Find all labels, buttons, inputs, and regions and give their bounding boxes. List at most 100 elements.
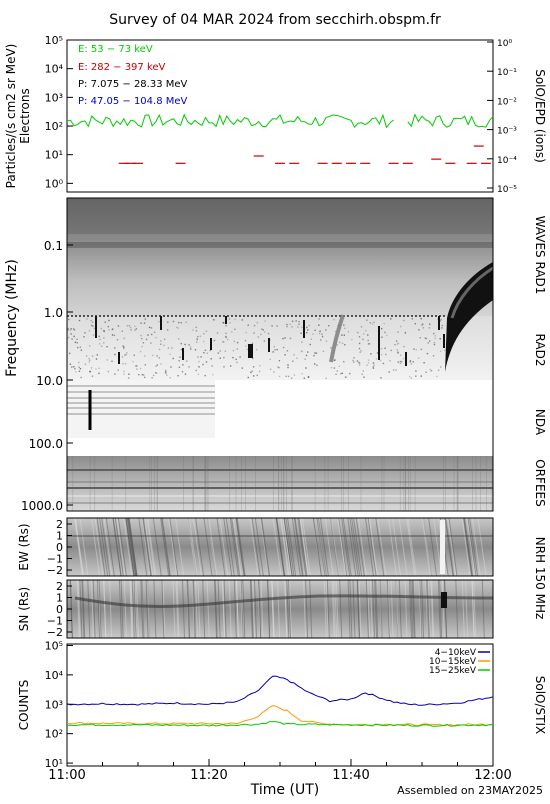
nrh-streak bbox=[407, 517, 417, 577]
rad2-noise bbox=[295, 320, 297, 322]
rad2-noise bbox=[359, 351, 361, 353]
rad2-burst-bar bbox=[182, 348, 184, 360]
rad2-noise bbox=[204, 349, 207, 351]
rad2-noise bbox=[88, 361, 90, 363]
rad2-noise bbox=[114, 373, 116, 375]
rad2-noise bbox=[372, 367, 375, 369]
nrh-streak bbox=[187, 579, 191, 639]
rad2-noise bbox=[286, 325, 288, 328]
rad2-noise bbox=[217, 352, 220, 354]
rad2-noise bbox=[343, 361, 345, 363]
epd-right-tick-label: 10⁻⁴ bbox=[497, 156, 517, 166]
nrh-streak bbox=[87, 579, 91, 639]
rad2-noise bbox=[420, 348, 423, 351]
rad2-noise bbox=[402, 358, 405, 360]
rad2-noise bbox=[71, 338, 73, 340]
nrh-streak bbox=[339, 579, 343, 639]
rad1-dark-band bbox=[67, 198, 493, 234]
rad2-noise bbox=[70, 328, 72, 330]
rad2-noise bbox=[160, 340, 162, 342]
nrh-streak bbox=[425, 579, 429, 639]
rad2-noise bbox=[384, 331, 386, 334]
rad2-noise bbox=[68, 318, 70, 321]
rad2-noise bbox=[426, 352, 429, 355]
rad2-noise bbox=[291, 326, 293, 328]
nrh-streak bbox=[283, 517, 293, 577]
nrh-streak bbox=[92, 579, 96, 639]
nrh-streak bbox=[353, 517, 363, 577]
nrh-streak bbox=[316, 517, 326, 577]
rad2-noise bbox=[287, 366, 289, 369]
assembled-note: Assembled on 23MAY2025 bbox=[397, 784, 543, 797]
rad2-noise bbox=[418, 329, 420, 331]
rad2-noise bbox=[196, 338, 198, 340]
rad2-noise bbox=[360, 326, 363, 328]
rad2-noise bbox=[104, 321, 106, 323]
rad2-noise bbox=[155, 372, 158, 374]
rad2-noise bbox=[433, 343, 436, 346]
time-axis: 11:00 11:20 11:40 12:00 bbox=[48, 759, 512, 783]
nrh-streak bbox=[192, 579, 195, 639]
epd-series bbox=[66, 113, 494, 164]
nrh-tick-label: −1 bbox=[47, 553, 63, 566]
nrh-streak bbox=[367, 517, 377, 577]
nrh-streak bbox=[131, 579, 135, 639]
nrh-streak bbox=[395, 579, 399, 639]
rad2-noise bbox=[114, 347, 116, 349]
nrh-streak bbox=[293, 517, 303, 577]
nrh-label: NRH 150 MHz bbox=[533, 537, 547, 620]
rad1-burst-edge bbox=[450, 266, 494, 319]
rad2-burst-bar bbox=[118, 352, 120, 364]
epd-legend-p-low: P: 7.075 − 28.33 MeV bbox=[78, 79, 188, 90]
rad2-noise bbox=[169, 377, 171, 379]
rad2-noise bbox=[433, 341, 436, 344]
rad2-noise bbox=[439, 338, 441, 340]
rad2-noise bbox=[91, 375, 94, 377]
nrh-streak bbox=[395, 579, 399, 639]
rad2-noise bbox=[256, 374, 258, 377]
rad2-noise bbox=[108, 329, 110, 331]
nrh-streak bbox=[355, 517, 365, 577]
nrh-streak bbox=[117, 517, 127, 577]
epd-legend: E: 53 − 73 keV E: 282 − 397 keV P: 7.075… bbox=[78, 44, 188, 107]
nrh-streak bbox=[284, 579, 288, 639]
nrh-streak bbox=[271, 579, 275, 639]
rad2-noise bbox=[304, 358, 306, 360]
rad2-noise bbox=[177, 327, 179, 329]
rad2-noise bbox=[106, 346, 108, 348]
rad2-noise bbox=[128, 325, 131, 327]
epd-ylabel: Particles/(s cm2 sr MeV) bbox=[4, 44, 18, 189]
rad2-noise bbox=[434, 335, 436, 337]
rad2-noise bbox=[334, 330, 337, 333]
rad2-noise bbox=[181, 371, 184, 373]
rad2-noise bbox=[298, 321, 300, 323]
nrh-streak bbox=[74, 517, 83, 577]
rad2-noise bbox=[198, 360, 200, 363]
nrh-streak bbox=[130, 579, 134, 639]
epd-tick-label: 10⁵ bbox=[45, 34, 63, 47]
nrh-streak bbox=[250, 579, 254, 639]
rad2-noise bbox=[310, 338, 313, 340]
nrh-tick-label: 1 bbox=[56, 592, 63, 605]
time-tick-label: 12:00 bbox=[474, 768, 511, 783]
nrh-ew-axis: 210−1−2 bbox=[47, 518, 72, 577]
rad2-noise bbox=[69, 363, 72, 365]
rad2-burst-bar bbox=[405, 352, 407, 366]
rad2-noise bbox=[367, 343, 370, 345]
nrh-ew-image bbox=[67, 518, 493, 576]
nrh-streak bbox=[282, 517, 292, 577]
nrh-streak bbox=[305, 579, 309, 639]
epd-legend-p-high: P: 47.05 − 104.8 MeV bbox=[78, 96, 188, 107]
rad2-noise bbox=[107, 325, 109, 328]
nrh-streak bbox=[168, 517, 178, 577]
rad2-noise bbox=[305, 367, 307, 369]
nrh-streak bbox=[125, 517, 135, 577]
rad2-noise bbox=[264, 331, 266, 333]
rad2-noise bbox=[362, 333, 365, 335]
rad2-noise bbox=[194, 349, 197, 351]
rad2-noise bbox=[153, 331, 156, 333]
label-rad2: RAD2 bbox=[533, 334, 547, 367]
nrh-streak bbox=[249, 517, 259, 577]
epd-tick-label: 10⁰ bbox=[45, 177, 64, 190]
rad2-noise bbox=[258, 370, 261, 373]
